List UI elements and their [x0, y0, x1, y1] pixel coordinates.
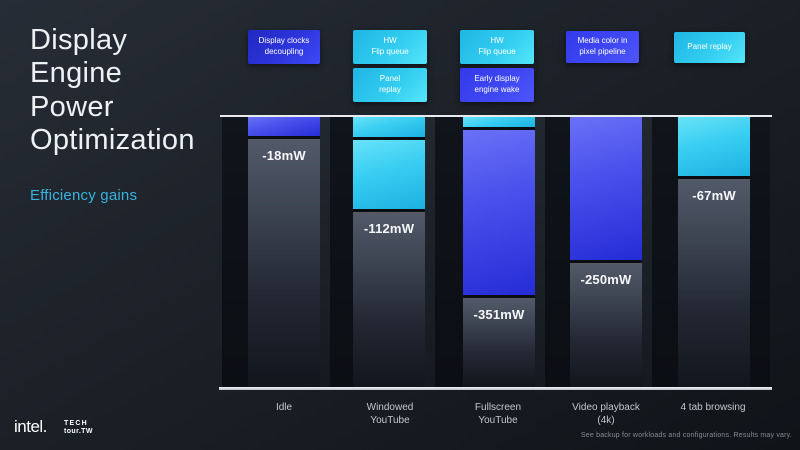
optimization-box-early-display-engine-wake: Early display engine wake [460, 68, 534, 102]
bar-idle: -18mW [248, 117, 320, 387]
column-gap [320, 117, 330, 387]
bar-value-label: -18mW [262, 148, 306, 163]
page-title: Display Engine Power Optimization [30, 24, 195, 157]
chart-baseline [220, 115, 772, 117]
box-label: Panel replay [379, 74, 401, 94]
column-gap [425, 117, 435, 387]
box-label: HW Flip queue [478, 36, 516, 56]
bar-windowed-youtube: -112mW [353, 117, 425, 387]
category-label-windowed-youtube: Windowed YouTube [366, 402, 414, 426]
category-label-idle: Idle [275, 402, 293, 413]
column-gap [535, 117, 545, 387]
bar-remainder: -67mW [678, 179, 750, 387]
intel-logo: intel. [14, 417, 47, 436]
chart-axis-line [219, 387, 772, 390]
bar-remainder: -351mW [463, 298, 535, 387]
bar-value-label: -351mW [473, 307, 525, 322]
bar-value-label: -67mW [692, 188, 736, 203]
bar-segment-hw-flip-queue [353, 117, 425, 140]
optimization-box-panel-replay-browsing: Panel replay [674, 32, 745, 63]
tech-tour-logo-line1: TECH [64, 420, 88, 427]
category-label-fullscreen-youtube: Fullscreen YouTube [474, 402, 522, 426]
box-label: Panel replay [687, 42, 732, 52]
tech-tour-logo: TECH tour.TW [64, 420, 93, 435]
bar-4-tab-browsing: -67mW [678, 117, 750, 387]
bar-remainder: -112mW [353, 212, 425, 387]
bar-fullscreen-youtube: -351mW [463, 117, 535, 387]
bar-segment-media-color-in-pixel-pipeline [570, 117, 642, 263]
box-label: Display clocks decoupling [258, 36, 310, 56]
category-label-4-tab-browsing: 4 tab browsing [680, 402, 746, 413]
bar-value-label: -112mW [363, 221, 415, 236]
box-label: Early display engine wake [474, 74, 520, 94]
bar-value-label: -250mW [580, 272, 632, 287]
bar-segment-display-clocks-decoupling [248, 117, 320, 139]
optimization-box-hw-flip-queue-fullscreen: HW Flip queue [460, 30, 534, 64]
optimization-box-display-clocks-decoupling: Display clocks decoupling [248, 30, 320, 64]
bar-video-playback-4k: -250mW [570, 117, 642, 387]
optimization-box-media-color-pixel-pipeline: Media color in pixel pipeline [566, 31, 639, 63]
column-gap [642, 117, 652, 387]
bar-remainder: -250mW [570, 263, 642, 387]
box-label: Media color in pixel pipeline [577, 36, 628, 56]
category-label-video-playback-4k: Video playback (4k) [572, 402, 640, 426]
tech-tour-logo-line2: tour.TW [64, 427, 93, 435]
bar-segment-hw-flip-queue [463, 117, 535, 130]
disclaimer-text: See backup for workloads and configurati… [580, 432, 792, 439]
bar-segment-panel-replay [353, 140, 425, 212]
plot-area: -18mW -112mW -351mW -250mW -67mW [222, 117, 770, 387]
optimization-box-panel-replay-windowed: Panel replay [353, 68, 427, 102]
box-label: HW Flip queue [371, 36, 409, 56]
optimization-box-hw-flip-queue-windowed: HW Flip queue [353, 30, 427, 64]
subtitle: Efficiency gains [30, 187, 138, 204]
bar-segment-panel-replay [678, 117, 750, 179]
bar-segment-early-display-engine-wake [463, 130, 535, 298]
bar-remainder: -18mW [248, 139, 320, 387]
